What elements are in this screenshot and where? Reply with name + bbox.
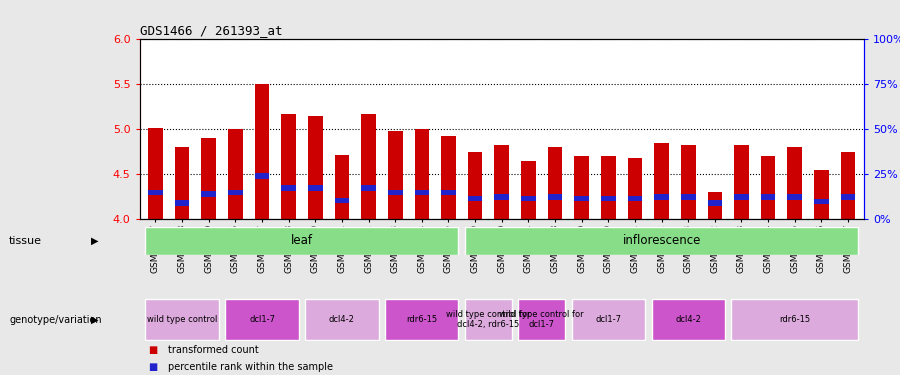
Bar xyxy=(518,299,565,340)
Bar xyxy=(388,131,402,219)
Bar xyxy=(148,128,163,219)
Bar xyxy=(652,299,725,340)
Bar xyxy=(361,185,376,190)
Bar xyxy=(225,299,299,340)
Bar xyxy=(734,194,749,200)
Bar xyxy=(282,114,296,219)
Bar xyxy=(681,145,696,219)
Bar xyxy=(734,145,749,219)
Bar xyxy=(548,147,562,219)
Bar xyxy=(494,194,509,200)
Text: ■: ■ xyxy=(148,362,157,372)
Bar xyxy=(627,158,643,219)
Bar xyxy=(814,170,829,219)
Text: wild type control for
dcl1-7: wild type control for dcl1-7 xyxy=(500,310,584,329)
Bar xyxy=(601,156,616,219)
Text: ▶: ▶ xyxy=(91,315,98,325)
Text: inflorescence: inflorescence xyxy=(623,234,701,248)
Text: rdr6-15: rdr6-15 xyxy=(779,315,810,324)
Bar xyxy=(202,138,216,219)
Bar xyxy=(468,196,482,201)
Bar xyxy=(175,201,189,206)
Bar xyxy=(814,199,829,204)
Text: dcl4-2: dcl4-2 xyxy=(675,315,701,324)
Bar xyxy=(521,161,535,219)
Bar xyxy=(654,194,669,200)
Bar xyxy=(841,194,855,200)
Bar xyxy=(202,192,216,197)
Bar xyxy=(574,196,589,201)
Bar xyxy=(707,192,722,219)
Bar xyxy=(335,198,349,203)
Bar xyxy=(760,194,776,200)
Text: genotype/variation: genotype/variation xyxy=(9,315,102,325)
Bar xyxy=(548,194,562,200)
Bar xyxy=(732,299,858,340)
Text: rdr6-15: rdr6-15 xyxy=(406,315,437,324)
Bar xyxy=(335,154,349,219)
Bar xyxy=(228,190,243,195)
Bar xyxy=(681,194,696,200)
Bar xyxy=(415,190,429,195)
Text: ■: ■ xyxy=(148,345,157,355)
Text: wild type control: wild type control xyxy=(147,315,217,324)
Bar xyxy=(788,147,802,219)
Bar xyxy=(308,185,322,190)
Bar xyxy=(627,196,643,201)
Bar xyxy=(308,116,322,219)
Bar xyxy=(282,185,296,190)
Text: wild type control for
dcl4-2, rdr6-15: wild type control for dcl4-2, rdr6-15 xyxy=(446,310,531,329)
Text: GDS1466 / 261393_at: GDS1466 / 261393_at xyxy=(140,24,282,38)
Bar xyxy=(441,190,455,195)
Text: dcl1-7: dcl1-7 xyxy=(595,315,621,324)
Bar xyxy=(572,299,645,340)
Bar xyxy=(441,136,455,219)
Bar xyxy=(146,227,458,255)
Text: transformed count: transformed count xyxy=(168,345,259,355)
Bar xyxy=(494,145,509,219)
Bar xyxy=(146,299,219,340)
Bar xyxy=(788,194,802,200)
Text: ▶: ▶ xyxy=(91,236,98,246)
Bar xyxy=(465,227,858,255)
Bar xyxy=(361,114,376,219)
Bar xyxy=(841,152,855,219)
Bar xyxy=(760,156,776,219)
Text: dcl1-7: dcl1-7 xyxy=(249,315,275,324)
Bar xyxy=(228,129,243,219)
Text: leaf: leaf xyxy=(291,234,313,248)
Bar xyxy=(255,84,269,219)
Bar xyxy=(305,299,379,340)
Text: percentile rank within the sample: percentile rank within the sample xyxy=(168,362,333,372)
Bar xyxy=(255,174,269,179)
Bar xyxy=(521,196,535,201)
Bar xyxy=(574,156,589,219)
Bar xyxy=(175,147,189,219)
Bar xyxy=(148,190,163,195)
Bar xyxy=(601,196,616,201)
Bar xyxy=(388,190,402,195)
Text: dcl4-2: dcl4-2 xyxy=(329,315,355,324)
Bar xyxy=(385,299,458,340)
Bar xyxy=(465,299,512,340)
Bar xyxy=(707,201,722,206)
Text: tissue: tissue xyxy=(9,236,42,246)
Bar xyxy=(415,129,429,219)
Bar xyxy=(468,152,482,219)
Bar xyxy=(654,143,669,219)
